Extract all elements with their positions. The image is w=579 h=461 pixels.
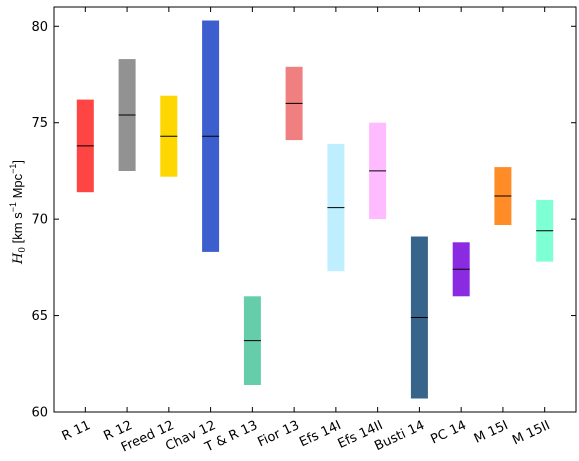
x-tick-label-m-15ii: M 15II bbox=[510, 418, 552, 448]
x-tick-label-r-11: R 11 bbox=[60, 418, 93, 444]
y-tick-label: 65 bbox=[31, 309, 48, 324]
y-ticks: 60 65 70 75 80 bbox=[31, 20, 576, 421]
y-tick-label: 80 bbox=[31, 20, 48, 35]
plot-frame bbox=[53, 6, 577, 413]
y-tick-label: 60 bbox=[31, 406, 48, 421]
y-axis-label: H0 [km s−1 Mpc−1] bbox=[8, 160, 28, 265]
x-tick-label-fior-13: Fior 13 bbox=[255, 418, 301, 450]
y-tick-label: 75 bbox=[31, 116, 48, 131]
x-tick-label-pc-14: PC 14 bbox=[428, 418, 468, 447]
y-tick-label: 70 bbox=[31, 213, 48, 228]
bars-layer bbox=[76, 20, 554, 399]
x-tick-label-efs-14i: Efs 14I bbox=[297, 418, 343, 450]
x-tick-label-m-15i: M 15I bbox=[472, 418, 511, 447]
